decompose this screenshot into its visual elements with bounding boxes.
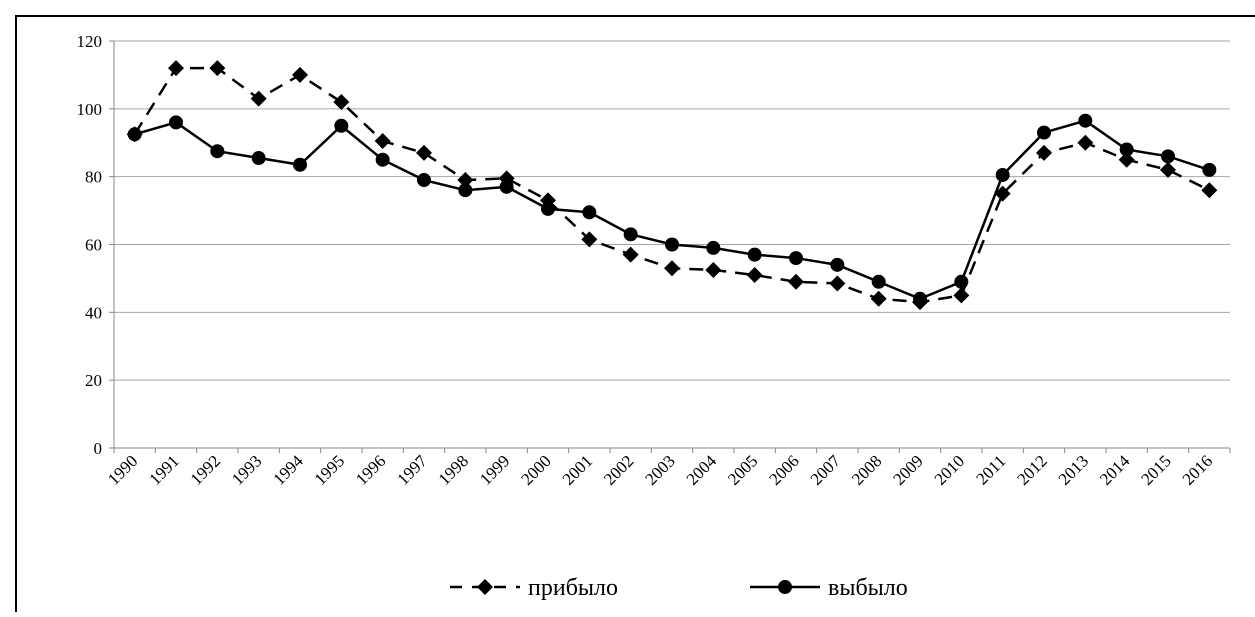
legend-marker (778, 580, 792, 594)
y-tick-label: 20 (85, 371, 102, 390)
marker (789, 251, 803, 266)
x-tick-label: 2016 (1179, 451, 1216, 488)
marker (169, 115, 183, 130)
x-tick-label: 2005 (724, 451, 761, 488)
marker (1037, 125, 1051, 140)
legend-label: выбыло (828, 575, 908, 601)
x-tick-label: 2000 (517, 451, 554, 488)
marker (1161, 149, 1175, 164)
x-tick-label: 2015 (1137, 451, 1174, 488)
marker (830, 257, 845, 272)
y-tick-label: 40 (85, 303, 102, 322)
y-tick-label: 80 (85, 168, 102, 187)
marker (499, 179, 514, 194)
marker (788, 273, 804, 290)
marker (416, 144, 432, 161)
marker (954, 274, 969, 289)
marker (210, 144, 225, 159)
marker (746, 267, 763, 284)
x-tick-label: 2007 (807, 451, 845, 489)
marker (417, 173, 431, 188)
marker (664, 260, 680, 277)
x-tick-label: 2013 (1055, 451, 1092, 488)
marker (623, 227, 638, 242)
marker (582, 205, 597, 220)
marker (706, 240, 721, 255)
x-tick-label: 1999 (476, 451, 513, 488)
legend-marker (477, 579, 493, 595)
x-tick-label: 1995 (311, 451, 348, 488)
marker (333, 94, 350, 111)
x-tick-label: 2014 (1096, 451, 1134, 489)
marker (829, 275, 846, 292)
x-tick-label: 2006 (765, 451, 802, 488)
marker (457, 172, 474, 189)
x-tick-label: 1991 (145, 451, 182, 488)
x-tick-label: 2008 (848, 451, 885, 488)
marker (541, 201, 555, 216)
marker (622, 246, 639, 263)
marker (581, 231, 598, 248)
x-tick-label: 1992 (187, 451, 224, 488)
marker (168, 60, 184, 77)
x-tick-label: 2002 (600, 451, 637, 488)
y-tick-label: 0 (94, 439, 103, 458)
marker (1078, 113, 1093, 128)
x-tick-label: 2004 (683, 451, 721, 489)
y-tick-label: 100 (77, 100, 103, 119)
marker (1160, 161, 1176, 178)
x-tick-label: 1994 (269, 451, 307, 489)
x-tick-label: 2012 (1013, 451, 1050, 488)
marker (251, 151, 266, 166)
marker (334, 118, 349, 133)
marker (374, 133, 391, 150)
marker (1119, 142, 1134, 157)
marker (705, 261, 722, 278)
marker (665, 237, 679, 252)
x-tick-label: 2003 (641, 451, 678, 488)
marker (1036, 144, 1052, 161)
marker (994, 185, 1011, 202)
marker (127, 127, 142, 142)
marker (292, 66, 308, 83)
marker (953, 287, 970, 304)
marker (1201, 182, 1218, 199)
marker (1077, 134, 1094, 151)
marker (995, 167, 1010, 182)
marker (913, 291, 927, 306)
marker (747, 247, 762, 262)
marker (1202, 162, 1217, 177)
x-tick-label: 1996 (352, 451, 389, 488)
legend-label: прибыло (528, 575, 618, 601)
marker (1118, 151, 1135, 168)
x-tick-label: 1990 (104, 451, 141, 488)
y-tick-label: 60 (85, 236, 102, 255)
y-tick-label: 120 (77, 32, 103, 51)
marker (293, 157, 307, 172)
x-tick-label: 2011 (972, 451, 1009, 488)
frame (15, 15, 1255, 617)
x-tick-label: 2001 (559, 451, 596, 488)
x-tick-label: 2009 (889, 451, 926, 488)
marker (375, 152, 390, 167)
marker (870, 290, 887, 307)
marker (250, 90, 267, 107)
marker (871, 274, 886, 289)
x-tick-label: 1998 (435, 451, 472, 488)
x-tick-label: 1993 (228, 451, 265, 488)
x-tick-label: 1997 (393, 451, 431, 489)
marker (458, 183, 473, 198)
marker (209, 60, 226, 77)
x-tick-label: 2010 (931, 451, 968, 488)
